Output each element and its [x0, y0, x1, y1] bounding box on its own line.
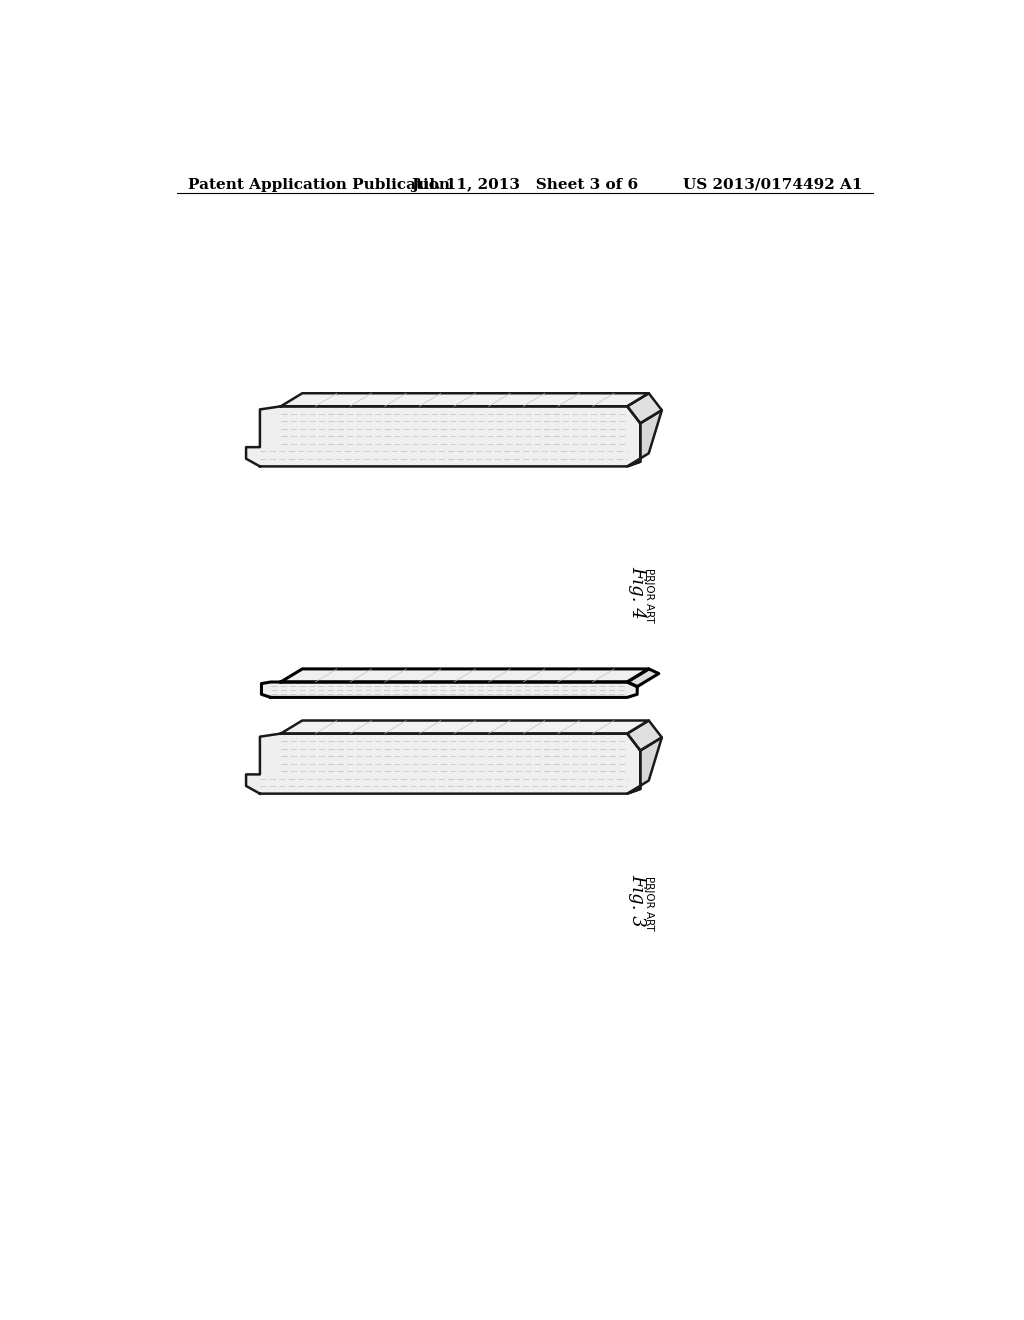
Polygon shape [281, 721, 649, 734]
Polygon shape [281, 393, 649, 407]
Polygon shape [628, 393, 662, 424]
Text: PRIOR ART: PRIOR ART [644, 568, 653, 623]
Text: PRIOR ART: PRIOR ART [644, 876, 653, 931]
Polygon shape [246, 407, 640, 466]
Text: Jul. 11, 2013   Sheet 3 of 6: Jul. 11, 2013 Sheet 3 of 6 [412, 178, 638, 191]
Polygon shape [628, 411, 662, 466]
Polygon shape [261, 682, 637, 697]
Polygon shape [281, 669, 649, 682]
Polygon shape [628, 721, 662, 751]
Polygon shape [246, 734, 640, 793]
Polygon shape [628, 738, 662, 793]
Text: Fig. 3: Fig. 3 [628, 875, 646, 927]
Text: Patent Application Publication: Patent Application Publication [188, 178, 451, 191]
Text: Fig. 4: Fig. 4 [628, 566, 646, 619]
Text: US 2013/0174492 A1: US 2013/0174492 A1 [683, 178, 862, 191]
Polygon shape [628, 669, 658, 686]
